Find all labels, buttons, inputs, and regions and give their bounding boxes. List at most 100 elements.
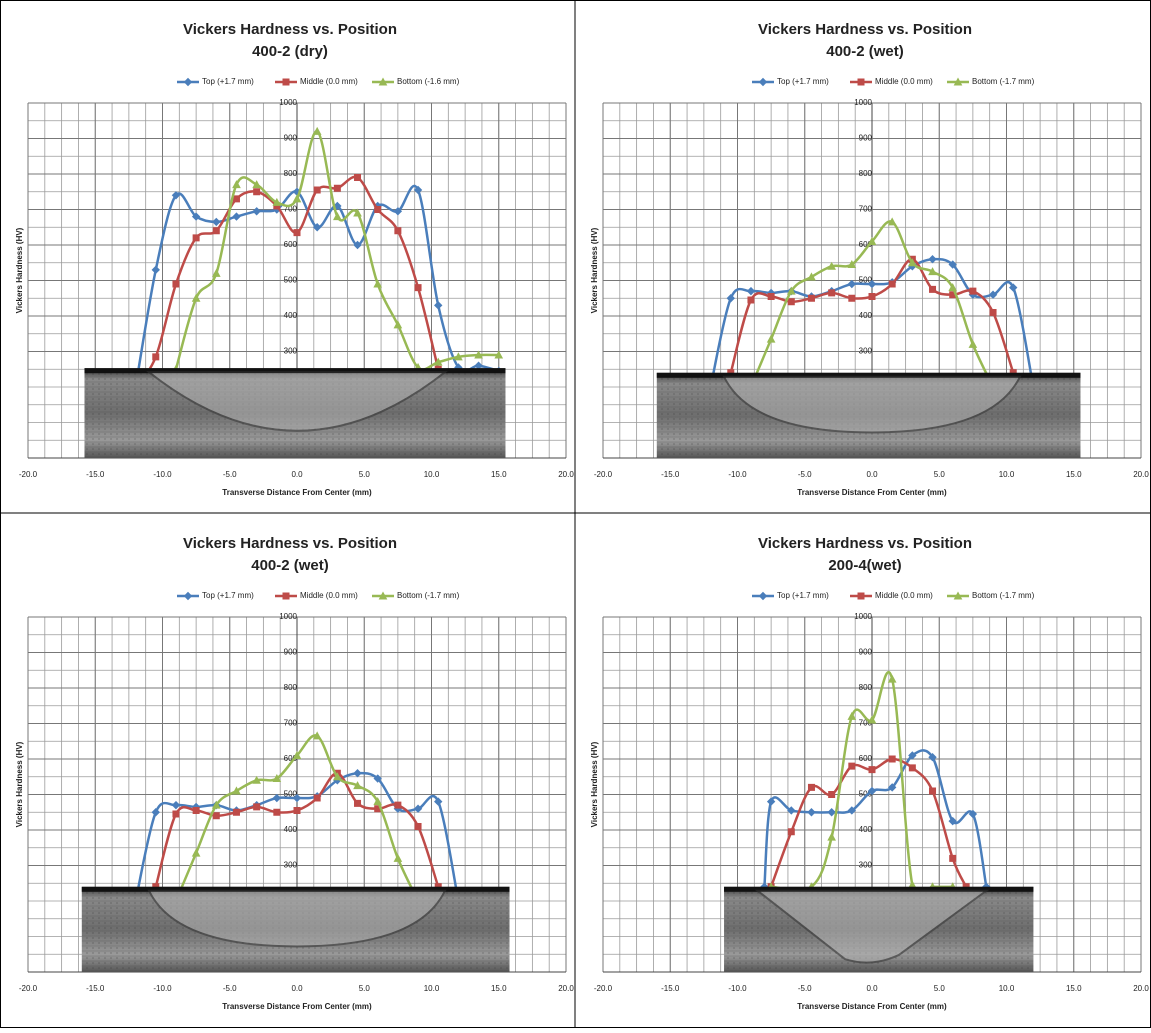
x-axis-title: Transverse Distance From Center (mm) [222, 488, 372, 497]
marker [849, 295, 855, 301]
marker [172, 802, 179, 809]
y-tick-label: 400 [859, 825, 873, 834]
marker [374, 281, 381, 288]
y-tick-label: 900 [284, 134, 298, 143]
figure: Vickers Hardness vs. Position 400-2 (dry)… [0, 0, 1151, 1028]
marker [355, 800, 361, 806]
x-tick-label: 20.0 [1133, 984, 1149, 993]
marker [334, 213, 341, 220]
marker [869, 293, 875, 299]
x-tick-label: 20.0 [558, 984, 574, 993]
y-tick-label: 300 [859, 347, 873, 356]
marker [395, 802, 401, 808]
marker [869, 767, 875, 773]
legend-marker [760, 593, 767, 600]
x-tick-label: -10.0 [153, 470, 172, 479]
marker [748, 297, 754, 303]
chart-panel: Vickers Hardness vs. Position200-4(wet)-… [590, 535, 1149, 1011]
chart-subtitle: 200-4(wet) [828, 557, 901, 574]
chart-subtitle: 400-2 (wet) [251, 557, 329, 574]
chart-title: Vickers Hardness vs. Position [183, 21, 397, 38]
marker [969, 341, 976, 348]
y-axis-title: Vickers Hardness (HV) [15, 227, 24, 313]
legend-marker [858, 593, 864, 599]
x-tick-label: -5.0 [798, 984, 812, 993]
legend-label: Middle (0.0 mm) [875, 77, 933, 86]
y-tick-label: 900 [859, 134, 873, 143]
x-tick-label: -15.0 [661, 984, 680, 993]
x-tick-label: 15.0 [491, 984, 507, 993]
x-tick-label: 10.0 [424, 470, 440, 479]
marker [930, 286, 936, 292]
x-tick-label: 0.0 [291, 470, 303, 479]
marker [294, 230, 300, 236]
legend-marker [858, 79, 864, 85]
marker [788, 299, 794, 305]
marker [828, 809, 835, 816]
chart-subtitle: 400-2 (dry) [252, 43, 328, 60]
y-tick-label: 800 [859, 683, 873, 692]
x-tick-label: 5.0 [934, 470, 946, 479]
marker [334, 185, 340, 191]
chart-title: Vickers Hardness vs. Position [758, 21, 972, 38]
chart-panel: Vickers Hardness vs. Position 400-2 (wet)… [590, 21, 1149, 497]
legend-marker [283, 593, 289, 599]
chart-panel: Vickers Hardness vs. Position 400-2 (wet)… [15, 535, 574, 1011]
marker [193, 235, 199, 241]
y-tick-label: 1000 [854, 98, 872, 107]
marker [929, 256, 936, 263]
x-tick-label: 20.0 [558, 470, 574, 479]
x-tick-label: -10.0 [728, 984, 747, 993]
x-tick-label: 15.0 [491, 470, 507, 479]
marker [233, 809, 239, 815]
marker [990, 309, 996, 315]
legend-label: Bottom (-1.7 mm) [972, 591, 1035, 600]
marker [253, 208, 260, 215]
y-tick-label: 400 [284, 825, 298, 834]
legend-label: Middle (0.0 mm) [875, 591, 933, 600]
y-tick-label: 1000 [854, 612, 872, 621]
marker [849, 763, 855, 769]
chart-subtitle: 400-2 (wet) [826, 43, 904, 60]
legend-label: Top (+1.7 mm) [202, 77, 254, 86]
x-tick-label: -20.0 [19, 470, 38, 479]
marker [889, 676, 896, 683]
x-axis-title: Transverse Distance From Center (mm) [222, 1002, 372, 1011]
marker [889, 756, 895, 762]
marker [375, 207, 381, 213]
marker [173, 811, 179, 817]
y-tick-label: 900 [284, 648, 298, 657]
x-tick-label: 15.0 [1066, 984, 1082, 993]
marker [829, 792, 835, 798]
x-tick-label: 10.0 [999, 470, 1015, 479]
x-tick-label: 5.0 [359, 984, 371, 993]
legend-marker [760, 79, 767, 86]
y-tick-label: 500 [284, 276, 298, 285]
legend-label: Bottom (-1.7 mm) [397, 591, 460, 600]
marker [254, 804, 260, 810]
legend-marker [185, 593, 192, 600]
marker [808, 784, 814, 790]
x-tick-label: 0.0 [866, 470, 878, 479]
marker [193, 850, 200, 857]
marker [152, 266, 159, 273]
x-tick-label: 0.0 [866, 984, 878, 993]
y-tick-label: 1000 [279, 98, 297, 107]
y-axis-title: Vickers Hardness (HV) [590, 741, 599, 827]
chart-title: Vickers Hardness vs. Position [183, 535, 397, 552]
series-line [136, 186, 499, 387]
y-tick-label: 800 [284, 683, 298, 692]
y-tick-label: 1000 [279, 612, 297, 621]
x-tick-label: 0.0 [291, 984, 303, 993]
y-tick-label: 400 [859, 311, 873, 320]
marker [254, 189, 260, 195]
marker [173, 281, 179, 287]
marker [213, 228, 219, 234]
y-tick-label: 900 [859, 648, 873, 657]
legend-label: Bottom (-1.6 mm) [397, 77, 460, 86]
y-tick-label: 700 [284, 719, 298, 728]
marker [193, 807, 199, 813]
marker [213, 813, 219, 819]
marker [153, 354, 159, 360]
marker [970, 288, 976, 294]
